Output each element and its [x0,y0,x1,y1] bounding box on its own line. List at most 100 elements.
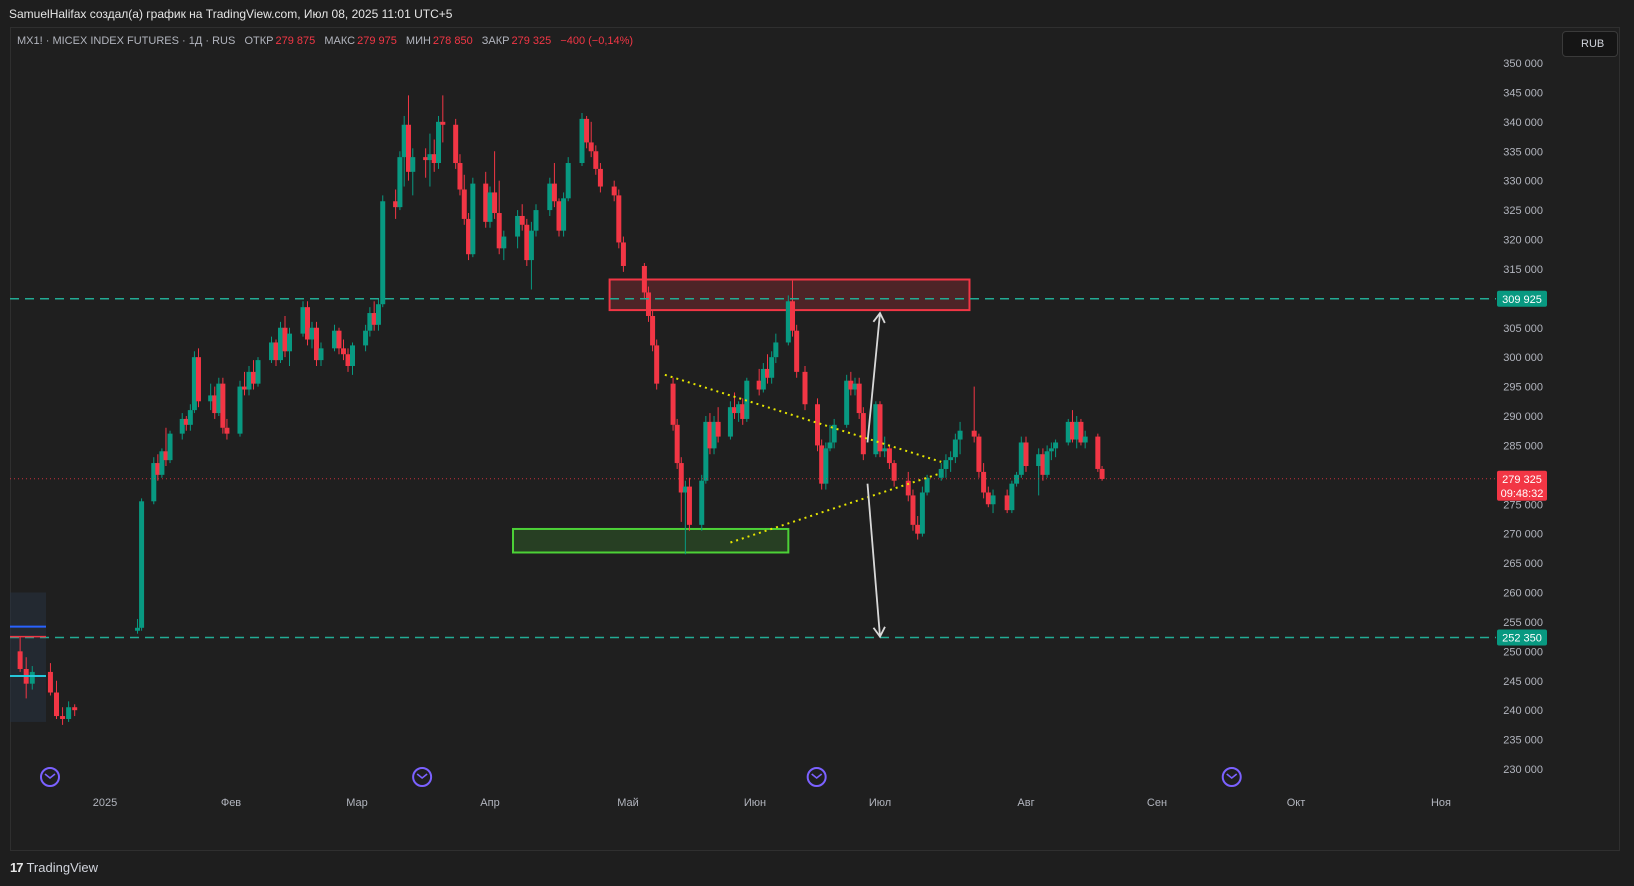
candle [848,371,854,396]
candle-body [487,192,493,222]
candle [1082,430,1088,449]
candle-body [873,404,879,455]
candle-body [492,192,498,214]
candle [405,95,411,181]
candle-body [650,315,656,346]
candle-body [135,627,141,631]
candle-body [802,371,808,405]
candle-body [1074,421,1080,440]
candle [47,663,53,696]
candle-body [952,439,958,458]
candle-body [220,383,226,428]
candle-body [375,304,381,325]
candle [611,180,617,202]
candle-body [195,357,201,402]
candle [242,371,247,396]
candle-body [410,157,416,172]
chart-credit: SamuelHalifax создал(а) график на Tradin… [9,7,453,21]
candle-body [703,421,709,481]
candle-body [760,368,766,390]
candle [990,489,996,514]
candle [246,365,252,396]
event-marker-icon[interactable] [806,767,827,787]
y-tick-label: 325 000 [1503,205,1543,217]
candle [579,113,585,166]
candle [255,357,261,387]
legend-high-label: МАКС [324,35,356,47]
candle-body [287,333,292,352]
candle-body [401,124,407,158]
currency-button[interactable]: RUB [1562,31,1618,57]
candle [179,413,185,440]
x-tick-label: Июл [869,797,891,809]
candle [187,404,193,431]
y-tick-label: 255 000 [1503,617,1543,629]
candle-body [990,495,996,505]
candle [237,380,243,437]
candle [938,463,944,481]
candle [827,424,833,452]
event-marker-icon[interactable] [40,767,60,787]
candle-body [905,480,911,496]
candle [1065,418,1071,446]
price-label-countdown: 09:48:32 [1501,488,1544,500]
arrow-shaft [866,312,881,443]
event-chevron [416,773,428,780]
candle-body [882,448,888,452]
triangle-trendline-1 [664,373,942,463]
candle-body [938,468,944,478]
candle-body [769,357,775,378]
candle [769,351,775,384]
tradingview-brand[interactable]: 17 TradingView [10,860,98,875]
candle [524,218,530,266]
candle [886,445,892,469]
candle-body [773,342,779,358]
legend-low-label: МИН [405,35,431,47]
candle-body [533,210,539,231]
legend-close-label: ЗАКР [481,35,510,47]
candle [551,163,557,208]
x-tick-label: Ноя [1431,797,1451,809]
candle [715,407,721,443]
candle [760,363,766,393]
candle-body [397,157,403,208]
candle-body [191,357,197,411]
candle-body [620,242,626,266]
candle-body [251,371,256,384]
candle [1036,448,1042,496]
candle-body [466,218,472,255]
candle-body [345,354,351,366]
event-marker-icon[interactable] [412,767,433,787]
candle [220,377,226,434]
candle-body [1065,421,1071,443]
candle-body [765,368,770,378]
y-tick-label: 300 000 [1503,352,1543,364]
candle-body [1023,442,1029,467]
y-tick-label: 315 000 [1503,264,1543,276]
candle-body [740,404,746,419]
candle-body [278,327,283,361]
event-chevron [811,773,823,780]
candle-body [1053,442,1059,449]
tradingview-logo-icon: 17 [10,860,24,875]
candle-body [670,383,676,425]
y-tick-label: 295 000 [1503,382,1543,394]
candle-body [654,345,660,384]
candle-body [1040,454,1046,475]
candle-body [371,313,377,325]
candle-body [674,424,680,464]
candle [819,439,825,490]
candle-body [483,183,489,222]
candle-body [237,386,243,434]
event-chevron [44,773,56,780]
chart-legend: MX1! · MICEX INDEX FUTURES · 1Д · RUS ОТ… [17,35,639,47]
candle-body [785,301,791,343]
candle-body [461,189,467,219]
candle [844,374,850,428]
candle [1040,448,1046,481]
candle-body [29,671,35,684]
y-tick-label: 235 000 [1503,735,1543,747]
event-marker-icon[interactable] [1221,767,1242,787]
candle [60,707,66,725]
